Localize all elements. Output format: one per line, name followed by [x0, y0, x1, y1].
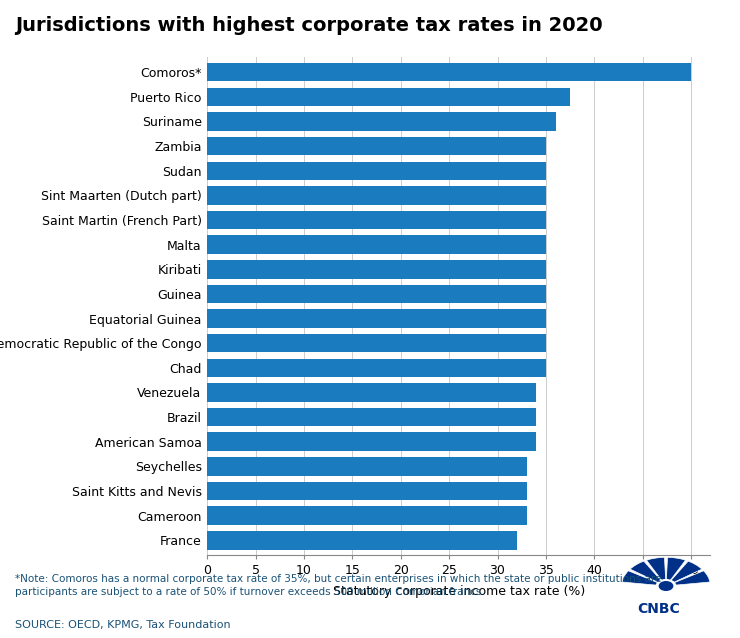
X-axis label: Statutory corporate income tax rate (%): Statutory corporate income tax rate (%): [333, 586, 585, 598]
Bar: [207, 408, 536, 426]
Bar: [207, 235, 546, 254]
Circle shape: [659, 582, 673, 590]
Bar: [207, 433, 536, 451]
Circle shape: [656, 580, 676, 592]
Bar: [207, 457, 527, 475]
Text: Jurisdictions with highest corporate tax rates in 2020: Jurisdictions with highest corporate tax…: [15, 16, 602, 35]
Wedge shape: [622, 571, 666, 586]
Bar: [207, 334, 546, 352]
Bar: [207, 260, 546, 279]
Wedge shape: [630, 561, 666, 586]
Wedge shape: [666, 558, 685, 586]
Text: CNBC: CNBC: [637, 602, 680, 616]
Bar: [207, 359, 546, 377]
Text: *Note: Comoros has a normal corporate tax rate of 35%, but certain enterprises i: *Note: Comoros has a normal corporate ta…: [15, 574, 661, 597]
Wedge shape: [666, 561, 702, 586]
Bar: [207, 186, 546, 205]
Bar: [207, 482, 527, 500]
Bar: [207, 211, 546, 229]
Bar: [207, 112, 556, 131]
Bar: [207, 507, 527, 525]
Bar: [207, 161, 546, 180]
Wedge shape: [647, 558, 666, 586]
Bar: [207, 531, 517, 549]
Wedge shape: [666, 571, 710, 586]
Text: SOURCE: OECD, KPMG, Tax Foundation: SOURCE: OECD, KPMG, Tax Foundation: [15, 620, 230, 630]
Bar: [207, 383, 536, 402]
Bar: [207, 63, 691, 82]
Bar: [207, 87, 570, 106]
Bar: [207, 309, 546, 328]
Bar: [207, 285, 546, 303]
Bar: [207, 137, 546, 155]
